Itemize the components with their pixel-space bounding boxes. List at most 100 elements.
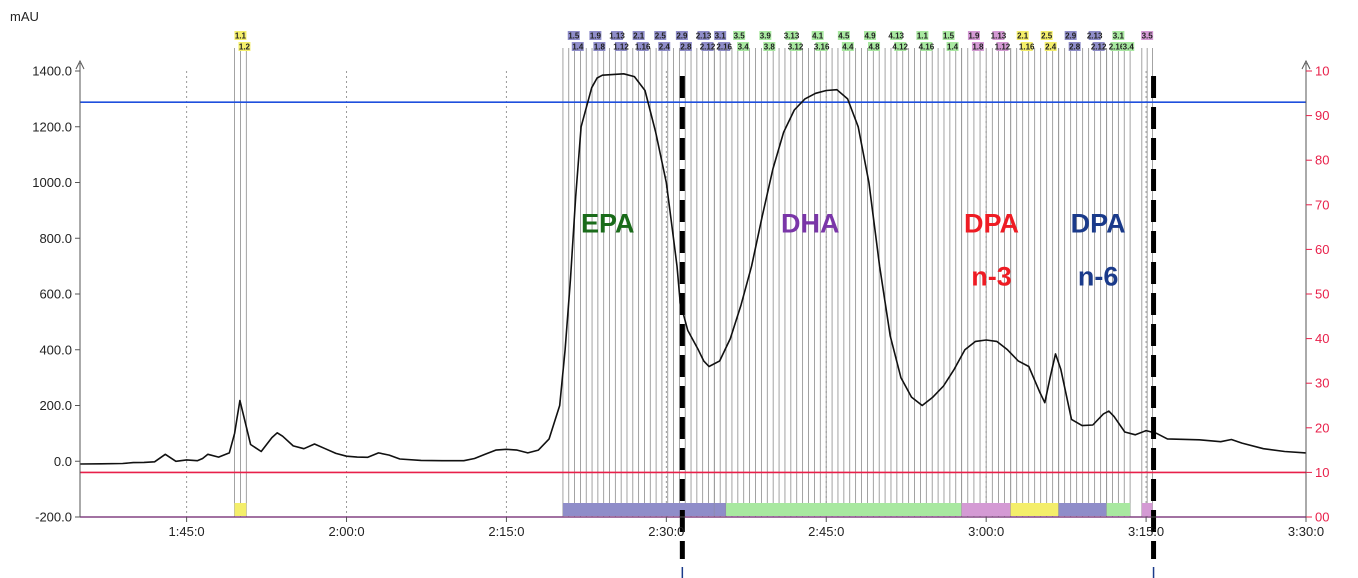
fraction-label-bottom: 3.16 <box>814 43 830 52</box>
fraction-label-bg <box>234 31 247 40</box>
x-tick-label: 3:30:0 <box>1288 524 1324 539</box>
fraction-label-top: 2.9 <box>1065 32 1077 41</box>
fraction-label-bg <box>701 42 714 51</box>
fraction-label-top: 1.5 <box>568 32 580 41</box>
fraction-label-top: 3.1 <box>1113 32 1125 41</box>
fraction-label-bottom: 1.16 <box>1019 43 1035 52</box>
fraction-label-bottom: 4.16 <box>919 43 935 52</box>
fraction-label-bottom: 2.8 <box>680 43 692 52</box>
fraction-strip <box>562 503 715 516</box>
fraction-label-top: 1.13 <box>991 32 1007 41</box>
fraction-label-bg <box>946 42 959 51</box>
x-tick-label: 2:15:0 <box>488 524 524 539</box>
fraction-label-bg <box>589 31 602 40</box>
fraction-label-bg <box>1141 31 1154 40</box>
fraction-label-bottom: 4.12 <box>892 43 908 52</box>
y-right-tick-label: 70 <box>1315 197 1329 212</box>
fraction-label-top: 1.13 <box>609 32 625 41</box>
fraction-label-bg <box>1088 31 1101 40</box>
y-right-tick-label: 10 <box>1315 64 1329 79</box>
fraction-label-bottom: 4.4 <box>842 43 854 52</box>
fraction-label-bottom: 2.12 <box>700 43 716 52</box>
fraction-label-top: 3.9 <box>760 32 772 41</box>
fraction-label-bottom: 2.8 <box>1069 43 1081 52</box>
fraction-label-bottom: 1.12 <box>613 43 629 52</box>
y-left-tick-label: -200.0 <box>35 510 72 525</box>
fraction-strip <box>961 503 1011 516</box>
y-left-tick-label: 200.0 <box>39 398 72 413</box>
fraction-label-bg <box>894 42 907 51</box>
fraction-label-bg <box>837 31 850 40</box>
fraction-label-bg <box>737 42 750 51</box>
fraction-label-bg <box>1110 42 1123 51</box>
cut-lines-layer <box>679 76 1157 578</box>
fraction-label-bg <box>675 31 688 40</box>
fraction-label-bg <box>1068 42 1081 51</box>
fraction-label-bottom: 1.4 <box>572 43 584 52</box>
fraction-label-bottom: 2.12 <box>1091 43 1107 52</box>
fraction-label-top: 1.9 <box>968 32 980 41</box>
fraction-label-top: 2.1 <box>1017 32 1029 41</box>
fraction-label-bg <box>718 42 731 51</box>
y-right-tick-label: 80 <box>1315 153 1329 168</box>
peak-annotation: DPA <box>1071 209 1126 239</box>
fraction-label-bottom: 2.4 <box>1045 43 1057 52</box>
x-tick-label: 1:45:0 <box>169 524 205 539</box>
fraction-label-bg <box>785 31 798 40</box>
peak-annotation: n-3 <box>971 262 1012 292</box>
peak-annotation: n-6 <box>1078 262 1119 292</box>
x-tick-label: 3:15:0 <box>1128 524 1164 539</box>
fraction-label-bg <box>611 31 624 40</box>
y-left-tick-label: 600.0 <box>39 287 72 302</box>
fraction-label-bottom: 1.2 <box>239 43 251 52</box>
y-right-tick-label: 00 <box>1315 510 1329 525</box>
fraction-label-bg <box>1040 31 1053 40</box>
peak-annotation: DPA <box>964 209 1019 239</box>
fraction-label-bottom: 2.4 <box>659 43 671 52</box>
fraction-label-bg <box>1112 31 1125 40</box>
y-right-tick-label: 50 <box>1315 287 1329 302</box>
x-tick-label: 2:30:0 <box>648 524 684 539</box>
fraction-label-top: 3.5 <box>734 32 746 41</box>
fraction-label-bg <box>916 31 929 40</box>
y-right-tick-label: 20 <box>1315 420 1329 435</box>
fraction-label-bg <box>763 42 776 51</box>
fraction-label-bg <box>971 42 984 51</box>
fraction-label-top: 3.1 <box>715 32 727 41</box>
peak-annotation: DHA <box>781 209 840 239</box>
y-right-tick-label: 10 <box>1315 465 1329 480</box>
fraction-windows-layer: 1.1 1.2 1.5 1.9 1.13 2.1 2.5 2.9 2.13 1.4 1.8 1.12 1… <box>234 31 1153 517</box>
y-right-tick-label: 30 <box>1315 376 1329 391</box>
fraction-label-bottom: 1.12 <box>995 43 1011 52</box>
y-left-tick-label: 1000.0 <box>32 175 72 190</box>
fraction-label-top: 3.13 <box>784 32 800 41</box>
fraction-label-bg <box>815 42 828 51</box>
fraction-label-top: 1.9 <box>590 32 602 41</box>
fraction-label-bg <box>632 31 645 40</box>
fraction-label-bg <box>679 42 692 51</box>
y-axis-left-arrow <box>75 59 85 70</box>
fraction-label-bg <box>238 42 251 51</box>
y-left-tick-label: 0.0 <box>54 454 72 469</box>
fraction-label-bg <box>811 31 824 40</box>
x-tick-label: 3:00:0 <box>968 524 1004 539</box>
y-right-tick-label: 40 <box>1315 331 1329 346</box>
y-right-tick-label: 60 <box>1315 242 1329 257</box>
fraction-label-bg <box>789 42 802 51</box>
fraction-label-bg <box>1092 42 1105 51</box>
fraction-label-top: 2.5 <box>1041 32 1053 41</box>
fraction-label-bg <box>1044 42 1057 51</box>
fraction-label-top: 4.5 <box>838 32 850 41</box>
fraction-label-bg <box>567 31 580 40</box>
fraction-label-top: 4.13 <box>888 32 904 41</box>
fraction-label-bg <box>697 31 710 40</box>
fraction-label-top: 4.1 <box>812 32 824 41</box>
fraction-label-bg <box>593 42 606 51</box>
fraction-label-bg <box>1016 31 1029 40</box>
fraction-label-bottom: 3.8 <box>764 43 776 52</box>
trace-layer <box>79 73 1307 465</box>
fraction-label-top: 2.13 <box>696 32 712 41</box>
fraction-label-bottom: 3.4 <box>738 43 750 52</box>
fraction-label-bg <box>942 31 955 40</box>
